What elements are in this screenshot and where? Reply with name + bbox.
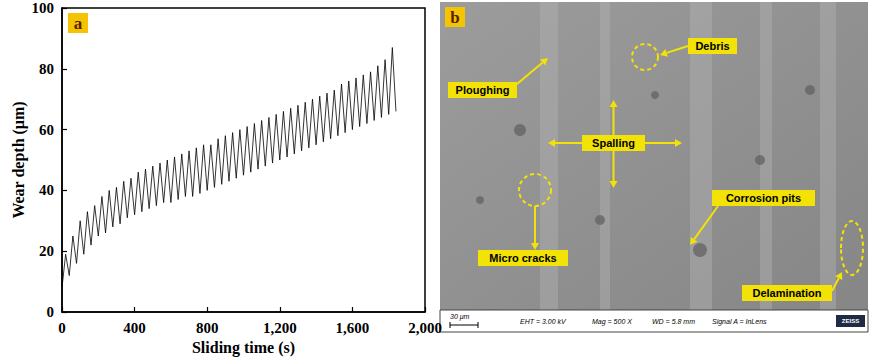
- svg-text:WD = 5.8 mm: WD = 5.8 mm: [652, 318, 695, 325]
- svg-text:b: b: [450, 8, 459, 27]
- svg-text:Corrosion pits: Corrosion pits: [726, 192, 801, 204]
- svg-text:2,000: 2,000: [408, 320, 442, 336]
- svg-text:Wear depth (μm): Wear depth (μm): [10, 101, 28, 218]
- svg-text:Sliding time (s): Sliding time (s): [192, 339, 295, 357]
- svg-text:1,200: 1,200: [263, 320, 297, 336]
- svg-text:ZEISS: ZEISS: [842, 318, 859, 324]
- svg-text:Ploughing: Ploughing: [456, 84, 510, 96]
- svg-text:40: 40: [39, 182, 54, 198]
- svg-text:800: 800: [196, 320, 219, 336]
- svg-text:Micro cracks: Micro cracks: [489, 252, 556, 264]
- svg-text:Delamination: Delamination: [752, 287, 821, 299]
- svg-text:1,600: 1,600: [336, 320, 370, 336]
- svg-text:0: 0: [58, 320, 66, 336]
- svg-text:400: 400: [123, 320, 146, 336]
- svg-text:EHT = 3.00 kV: EHT = 3.00 kV: [520, 318, 567, 325]
- svg-text:60: 60: [39, 122, 54, 138]
- svg-text:a: a: [74, 14, 83, 33]
- svg-text:0: 0: [47, 304, 55, 320]
- svg-text:100: 100: [32, 0, 55, 16]
- svg-text:Spalling: Spalling: [592, 137, 635, 149]
- svg-text:Mag = 500 X: Mag = 500 X: [592, 318, 632, 326]
- svg-text:80: 80: [39, 61, 54, 77]
- svg-text:20: 20: [39, 243, 54, 259]
- svg-text:Debris: Debris: [695, 40, 729, 52]
- svg-text:30 μm: 30 μm: [450, 313, 470, 321]
- svg-text:Signal A = InLens: Signal A = InLens: [712, 318, 767, 326]
